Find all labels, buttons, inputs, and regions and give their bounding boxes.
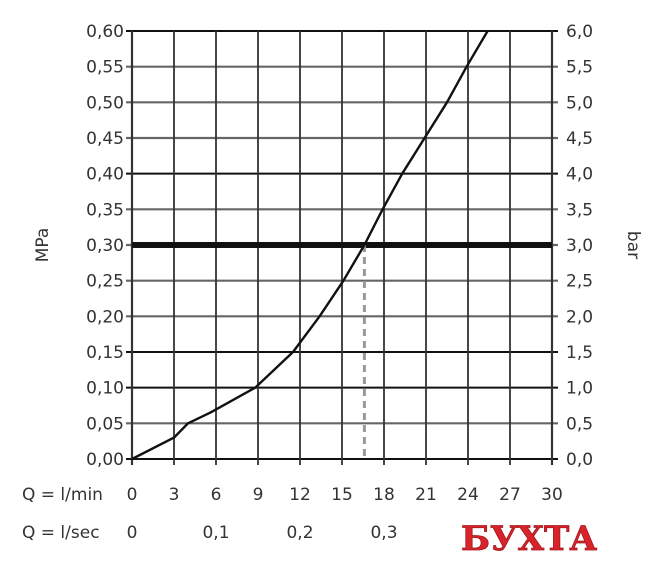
x-axis-label-lmin: Q = l/min bbox=[22, 485, 103, 505]
y-tick-left: 0,45 bbox=[86, 129, 124, 149]
y-tick-right: 1,5 bbox=[566, 343, 593, 363]
x-tick-lsec: 0,1 bbox=[202, 523, 229, 543]
y-tick-left: 0,40 bbox=[86, 165, 124, 185]
y-tick-left: 0,05 bbox=[86, 414, 124, 434]
y-tick-right: 1,0 bbox=[566, 379, 593, 399]
x-tick-lmin: 0 bbox=[127, 485, 138, 505]
y-tick-right: 0,5 bbox=[566, 414, 593, 434]
x-tick-lmin: 6 bbox=[211, 485, 222, 505]
marks bbox=[131, 30, 552, 461]
data-point bbox=[173, 436, 175, 439]
x-tick-lmin: 9 bbox=[253, 485, 264, 505]
data-point bbox=[292, 351, 294, 353]
data-point bbox=[187, 422, 189, 425]
data-point bbox=[423, 137, 426, 139]
y-tick-right: 3,0 bbox=[566, 236, 593, 256]
x-tick-lsec: 0 bbox=[127, 523, 138, 543]
x-tick-lmin: 27 bbox=[499, 485, 521, 505]
data-point bbox=[446, 101, 448, 104]
watermark-logo: БУХТА bbox=[461, 519, 597, 559]
y-tick-left: 0,10 bbox=[86, 379, 124, 399]
y-tick-right: 5,5 bbox=[566, 58, 593, 78]
y-tick-left: 0,30 bbox=[86, 236, 124, 256]
y-tick-left: 0,55 bbox=[86, 58, 124, 78]
x-tick-lsec: 0,2 bbox=[286, 523, 313, 543]
data-point bbox=[401, 172, 404, 175]
data-point bbox=[209, 411, 212, 414]
y-axis-label-left: MPa bbox=[33, 228, 53, 263]
y-tick-right: 2,0 bbox=[566, 307, 593, 327]
y-tick-left: 0,15 bbox=[86, 343, 124, 363]
data-point bbox=[363, 244, 366, 246]
x-tick-lsec: 0,3 bbox=[370, 523, 397, 543]
data-point bbox=[254, 386, 256, 389]
data-point bbox=[318, 315, 321, 318]
y-tick-right: 2,5 bbox=[566, 272, 593, 292]
y-tick-right: 4,5 bbox=[566, 129, 593, 149]
y-tick-left: 0,50 bbox=[86, 93, 124, 113]
data-point bbox=[381, 208, 384, 211]
y-tick-left: 0,35 bbox=[86, 200, 124, 220]
tick-labels: 0,00 0,00,05 0,50,10 1,00,15 1,50,20 2,00,25 2… bbox=[86, 22, 593, 543]
y-tick-left: 0,25 bbox=[86, 272, 124, 292]
x-tick-lmin: 12 bbox=[289, 485, 311, 505]
data-point bbox=[486, 30, 489, 32]
y-tick-left: 0,60 bbox=[86, 22, 124, 42]
y-axis-label-right: bar bbox=[623, 231, 643, 259]
data-point bbox=[342, 279, 345, 282]
y-tick-right: 5,0 bbox=[566, 93, 593, 113]
data-point bbox=[131, 458, 133, 460]
y-tick-right: 0,0 bbox=[566, 450, 593, 470]
data-point bbox=[465, 65, 468, 68]
x-tick-lmin: 18 bbox=[373, 485, 395, 505]
x-tick-lmin: 15 bbox=[331, 485, 353, 505]
y-tick-right: 6,0 bbox=[566, 22, 593, 42]
y-tick-right: 4,0 bbox=[566, 165, 593, 185]
y-tick-right: 3,5 bbox=[566, 200, 593, 220]
x-tick-lmin: 24 bbox=[457, 485, 479, 505]
x-tick-lmin: 3 bbox=[169, 485, 180, 505]
x-axis-label-lsec: Q = l/sec bbox=[22, 523, 100, 543]
x-tick-lmin: 21 bbox=[415, 485, 437, 505]
x-tick-lmin: 30 bbox=[541, 485, 563, 505]
y-tick-left: 0,00 bbox=[86, 450, 124, 470]
y-tick-left: 0,20 bbox=[86, 307, 124, 327]
